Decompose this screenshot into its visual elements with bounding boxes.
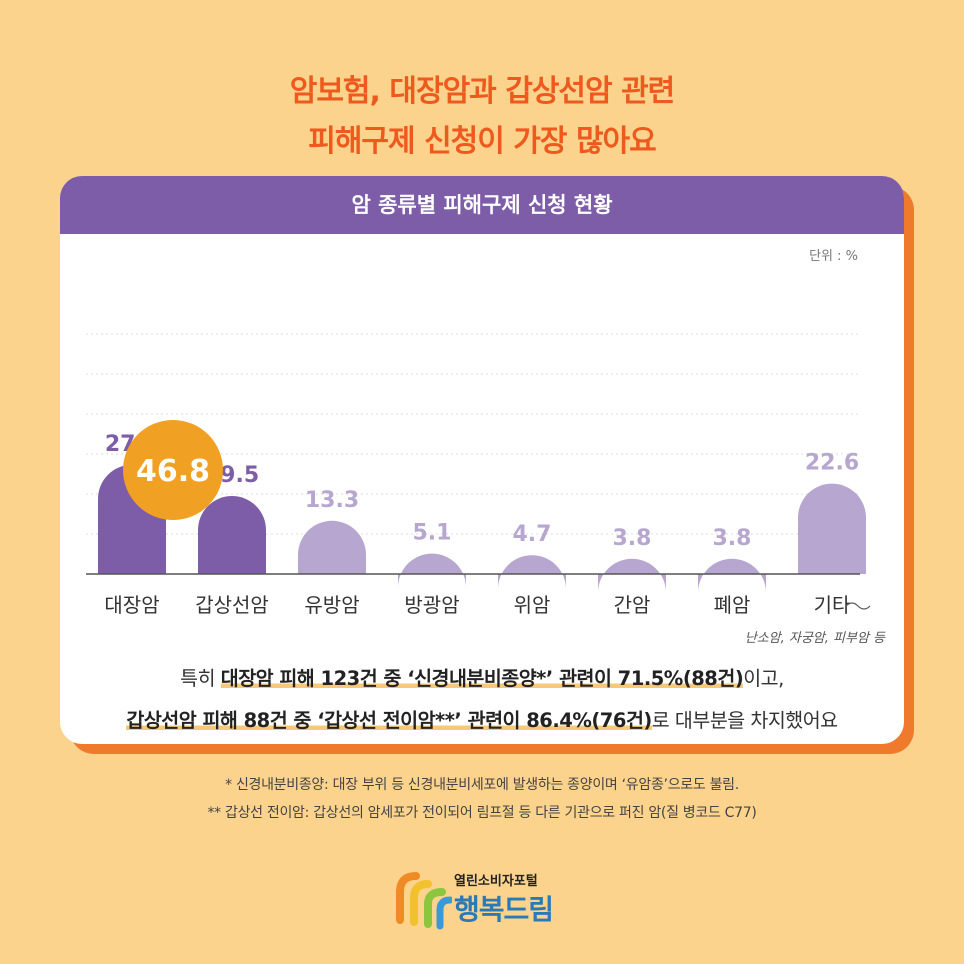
- description-line1-prefix: 특히: [180, 667, 221, 690]
- page-title-line1: 암보험, 대장암과 갑상선암 관련: [289, 74, 676, 109]
- combined-badge: [123, 420, 223, 520]
- footnote-1: * 신경내분비종양: 대장 부위 등 신경내분비세포에 발생하는 종양이며 ‘유…: [225, 777, 739, 793]
- logo-subtitle: 열린소비자포털: [454, 874, 538, 889]
- description-line2: 갑상선암 피해 88건 중 ‘갑상선 전이암**’ 관련이 86.4%(76건)…: [60, 704, 904, 733]
- value-label: 22.6: [805, 451, 859, 476]
- bar-방광암: [398, 553, 466, 588]
- bar-위암: [498, 555, 566, 590]
- bar-폐암: [698, 558, 766, 593]
- category-label: 방광암: [404, 593, 459, 617]
- category-label: 간암: [614, 593, 651, 617]
- bar-유방암: [298, 520, 366, 574]
- chart-title: 암 종류별 피해구제 신청 현황: [60, 176, 904, 234]
- value-label: 4.7: [513, 522, 552, 547]
- bar-chart: 단위 : %27.3대장암19.5갑상선암13.3유방암5.1방광암4.7위암3…: [86, 249, 886, 646]
- logo-name: 행복드림: [454, 893, 554, 926]
- etc-note-arrow: [845, 602, 871, 610]
- value-label: 13.3: [305, 488, 359, 513]
- category-label: 갑상선암: [195, 593, 269, 617]
- combined-badge-label: 46.8: [136, 454, 210, 489]
- bar-간암: [598, 558, 666, 593]
- value-label: 3.8: [613, 526, 652, 551]
- value-label: 3.8: [713, 526, 752, 551]
- category-label: 대장암: [104, 593, 159, 617]
- bar-기타: [798, 483, 866, 574]
- footnote-2: ** 갑상선 전이암: 갑상선의 암세포가 전이되어 림프절 등 다른 기관으로…: [207, 805, 757, 821]
- description-line1-highlight: 대장암 피해 123건 중 ‘신경내분비종양*’ 관련이 71.5%(88건): [220, 667, 744, 690]
- description-line2-highlight: 갑상선암 피해 88건 중 ‘갑상선 전이암**’ 관련이 86.4%(76건): [126, 709, 652, 732]
- category-label: 기타: [814, 593, 851, 617]
- description-line2-suffix: 로 대부분을 차지했어요: [651, 709, 838, 732]
- logo-icon: [396, 872, 452, 930]
- value-label: 5.1: [413, 521, 452, 546]
- category-label: 위암: [514, 593, 551, 617]
- logo: 열린소비자포털 행복드림: [392, 862, 582, 932]
- bar-갑상선암: [198, 496, 266, 574]
- description-line1: 특히 대장암 피해 123건 중 ‘신경내분비종양*’ 관련이 71.5%(88…: [60, 662, 904, 691]
- etc-note: 난소암, 자궁암, 피부암 등: [745, 631, 886, 646]
- category-label: 폐암: [714, 593, 751, 617]
- unit-label: 단위 : %: [809, 249, 858, 264]
- page-title-line2: 피해구제 신청이 가장 많아요: [308, 124, 657, 159]
- category-label: 유방암: [304, 593, 359, 617]
- description-line1-suffix: 이고,: [743, 667, 784, 690]
